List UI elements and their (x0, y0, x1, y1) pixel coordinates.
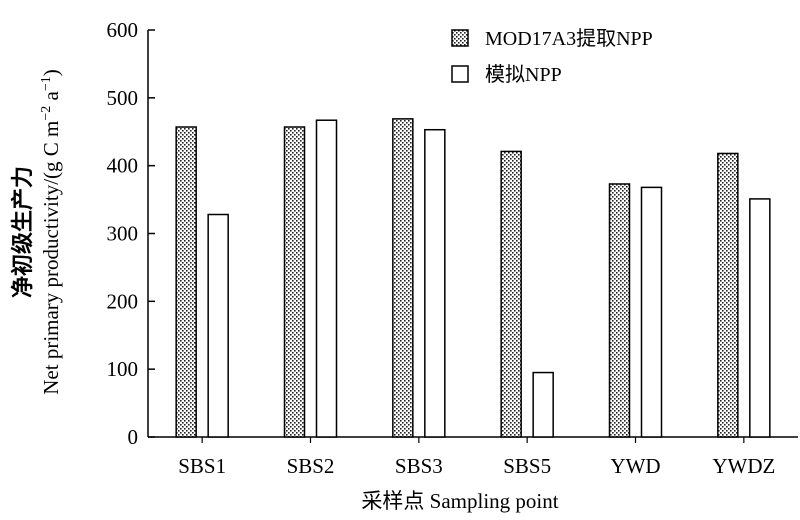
y-axis-title-en-sup2: −1 (39, 76, 54, 91)
y-axis-title-en: Net primary productivity/(g C m−2 a−1) (39, 69, 63, 395)
y-tick-label-0: 0 (128, 425, 139, 449)
y-axis-title-en-close: ) (39, 69, 63, 76)
y-tick-label-300: 300 (107, 222, 139, 246)
legend: MOD17A3提取NPP 模拟NPP (451, 27, 653, 86)
y-axis-title-en-main: Net primary productivity/(g C m (39, 121, 63, 395)
y-tick-label-500: 500 (107, 86, 139, 110)
y-tick-label-200: 200 (107, 289, 139, 313)
y-axis-title-cn: 净初级生产力 (10, 166, 35, 298)
x-tick-label-sbs5: SBS5 (503, 454, 551, 478)
x-tick-label-sbs2: SBS2 (287, 454, 335, 478)
bar-ywdz-mod17a3 (717, 152, 739, 438)
x-tick-label-sbs1: SBS1 (178, 454, 226, 478)
x-tick-label-ywdz: YWDZ (712, 454, 775, 478)
y-tick-label-400: 400 (107, 154, 139, 178)
bar-sbs5-simulated (532, 371, 554, 438)
bar-ywd-mod17a3 (608, 183, 631, 438)
bar-ywdz-simulated (749, 198, 771, 438)
bar-sbs3-simulated (424, 128, 446, 438)
y-tick-label-600: 600 (107, 18, 139, 42)
bar-sbs2-mod17a3 (283, 126, 306, 438)
y-axis-title-en-sup1: −2 (39, 106, 54, 121)
x-axis-title: 采样点 Sampling point (361, 489, 558, 513)
legend-label-simulated: 模拟NPP (485, 63, 562, 86)
bar-sbs2-simulated (315, 119, 338, 438)
legend-swatch-mod17a3 (451, 29, 469, 47)
x-tick-label-ywd: YWD (610, 454, 660, 478)
y-axis-title-en-mid: a (39, 90, 63, 105)
bar-ywd-simulated (640, 186, 663, 438)
plot-area: 0 100 200 300 400 500 600 SBS1 SBS2 SBS3 SBS5 YWD YW… (107, 18, 798, 478)
legend-swatch-simulated (451, 65, 469, 83)
bar-sbs1-simulated (207, 213, 229, 438)
y-axis-title: 净初级生产力 Net primary productivity/(g C m−2… (10, 69, 63, 395)
legend-label-mod17a3: MOD17A3提取NPP (485, 27, 653, 50)
x-tick-label-sbs3: SBS3 (395, 454, 443, 478)
bar-sbs5-mod17a3 (500, 150, 522, 438)
y-tick-label-100: 100 (107, 357, 139, 381)
bar-sbs1-mod17a3 (175, 126, 197, 438)
bar-sbs3-mod17a3 (392, 118, 414, 438)
